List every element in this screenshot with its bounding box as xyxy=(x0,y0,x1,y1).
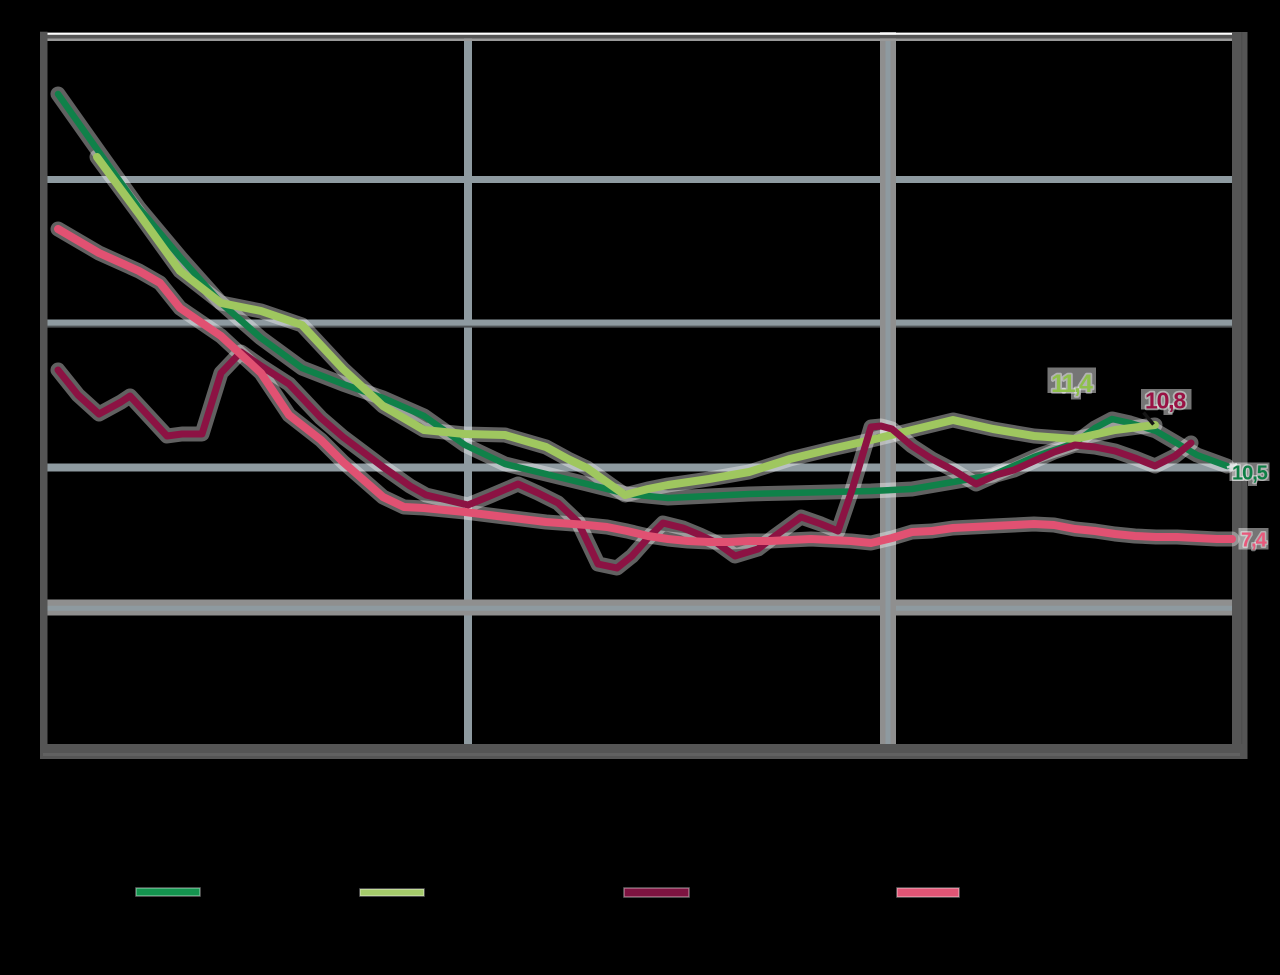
svg-text:7,4: 7,4 xyxy=(1241,530,1268,552)
svg-text:10,5: 10,5 xyxy=(1232,463,1268,485)
svg-text:10,8: 10,8 xyxy=(1145,388,1186,414)
svg-text:11,4: 11,4 xyxy=(1051,370,1093,398)
